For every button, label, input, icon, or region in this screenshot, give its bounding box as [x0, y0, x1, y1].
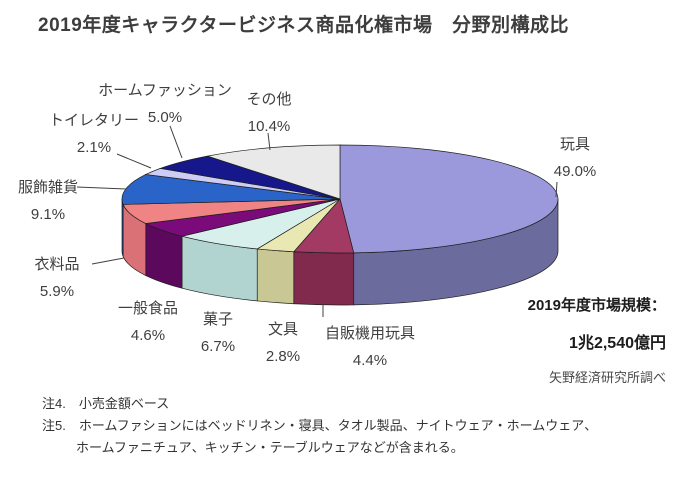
- footnotes: 注4. 小売金額ベース 注5. ホームファションにはベッドリネン・寝具、タオル製…: [42, 393, 597, 459]
- slice-label-name: その他: [246, 91, 292, 108]
- slice-label-name: 一般食品: [117, 300, 179, 317]
- slice-label-name: 菓子: [202, 311, 234, 328]
- slice-label-percent: 5.9%: [39, 283, 75, 300]
- pie-slice-side: [121, 198, 124, 257]
- source-credit: 矢野経済研究所調べ: [548, 370, 666, 385]
- market-size-value: 1兆2,540億円: [569, 335, 666, 352]
- slice-label-name: 自販機用玩具: [324, 325, 416, 342]
- slice-label-name: トイレタリー: [48, 112, 140, 129]
- slice-label-percent: 4.4%: [352, 352, 388, 369]
- pie-slice-side: [293, 251, 355, 306]
- slice-label-name: ホームファッション: [98, 82, 232, 99]
- leader-line: [116, 153, 152, 169]
- footnote-5-line1: 注5. ホームファションにはベッドリネン・寝具、タオル製品、ナイトウェア・ホーム…: [42, 418, 598, 433]
- market-size-label: 2019年度市場規模：: [527, 297, 666, 314]
- slice-label-percent: 4.6%: [130, 327, 166, 344]
- leader-line: [91, 257, 125, 265]
- slice-label: 衣料品 5.9%: [34, 251, 79, 305]
- slice-label-percent: 49.0%: [553, 163, 597, 180]
- slice-label-name: 服飾雑貨: [17, 179, 79, 196]
- slice-label: 文具 2.8%: [266, 316, 300, 370]
- slice-label-name: 衣料品: [34, 256, 80, 273]
- slice-label-percent: 10.4%: [247, 118, 291, 135]
- slice-label: 菓子 6.7%: [201, 306, 235, 360]
- slice-label: 自販機用玩具 4.4%: [325, 320, 415, 374]
- leader-line: [555, 181, 558, 198]
- leader-line: [76, 186, 127, 190]
- slice-label-percent: 2.8%: [265, 348, 301, 365]
- slice-label-percent: 5.0%: [147, 109, 183, 126]
- pie-slice: [339, 144, 559, 254]
- slice-label-percent: 2.1%: [76, 139, 112, 156]
- market-size-block: 2019年度市場規模： 1兆2,540億円 矢野経済研究所調べ: [528, 294, 666, 386]
- slice-label-percent: 6.7%: [200, 338, 236, 355]
- leader-line: [169, 125, 183, 159]
- slice-label: その他 10.4%: [246, 86, 291, 140]
- slice-label-name: 文具: [267, 321, 299, 338]
- pie-slice-side: [256, 248, 295, 305]
- slice-label: トイレタリー 2.1%: [49, 107, 139, 161]
- slice-label-percent: 9.1%: [30, 206, 66, 223]
- slice-label: ホームファッション 5.0%: [98, 77, 232, 131]
- slice-label-name: 玩具: [559, 136, 591, 153]
- leader-line: [267, 132, 271, 151]
- footnote-5-line2: ホームファニチュア、キッチン・テーブルウェアなどが含まれる。: [76, 440, 464, 455]
- slice-label: 玩具 49.0%: [554, 131, 597, 185]
- slice-label: 服飾雑貨 9.1%: [18, 174, 78, 228]
- slice-label: 一般食品 4.6%: [118, 295, 178, 349]
- chart-title: 2019年度キャラクタービジネス商品化権市場 分野別構成比: [38, 15, 570, 36]
- footnote-4: 注4. 小売金額ベース: [42, 396, 170, 411]
